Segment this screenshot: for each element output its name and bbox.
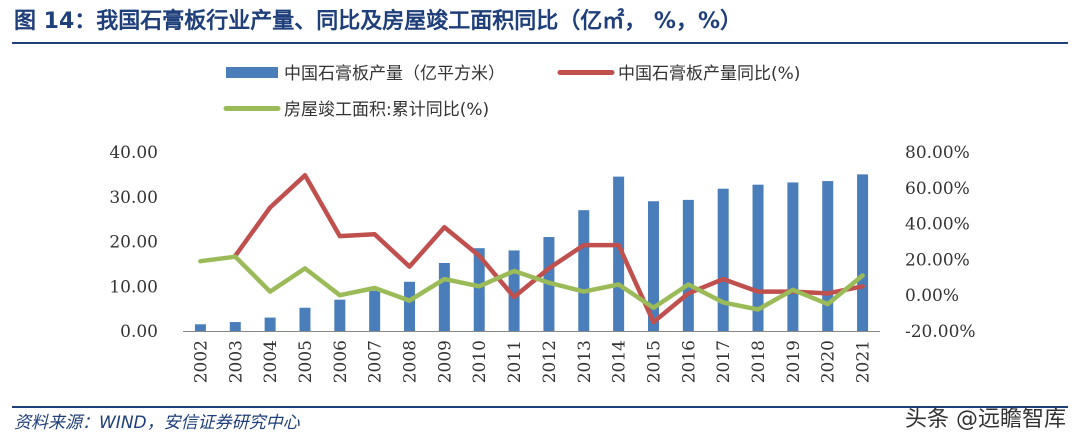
x-tick-label: 2010 [470,340,490,383]
x-tick-label: 2016 [679,340,699,383]
x-tick-label: 2019 [784,340,804,383]
x-axis: 2002 2003 2004 2005 2006 2007 2008 2009 2010 2011… [183,331,880,383]
source-note: 资料来源：WIND，安信证券研究中心 [14,413,300,433]
x-tick-label: 2011 [505,340,525,383]
bar [473,248,485,331]
x-tick-label: 2020 [819,340,839,383]
x-tick-label: 2009 [435,340,455,383]
left-tick-label: 0.00 [120,322,158,342]
bar [613,176,625,331]
right-axis: -20.00% 0.00% 20.00% 40.00% 60.00% 80.00% [905,143,976,342]
x-tick-label: 2002 [191,340,211,383]
x-tick-label: 2021 [854,340,874,383]
bar [369,290,381,331]
bar [647,201,659,331]
x-tick-label: 2006 [331,340,351,383]
page-title: 图 14：我国石膏板行业产量、同比及房屋竣工面积同比（亿㎡， %，%） [14,9,743,34]
right-tick-label: 80.00% [905,143,970,163]
x-tick-label: 2014 [610,340,630,383]
x-tick-label: 2015 [644,340,664,383]
legend-swatch-bar [226,67,278,78]
legend-label-line1: 中国石膏板产量同比(%) [618,63,800,84]
x-tick-label: 2008 [401,340,421,383]
source-divider [12,406,1068,408]
legend: 中国石膏板产量（亿平方米） 中国石膏板产量同比(%) 房屋竣工面积:累计同比(%) [223,63,800,120]
line-series-production-yoy [233,173,865,325]
line-series [198,173,865,325]
x-tick-label: 2007 [366,340,386,383]
x-tick-label: 2003 [226,340,246,383]
legend-label-bar: 中国石膏板产量（亿平方米） [284,63,505,84]
bar [404,281,416,331]
x-tick-label: 2012 [540,340,560,383]
right-tick-label: 20.00% [905,250,970,270]
right-tick-label: 40.00% [905,215,970,235]
right-tick-label: -20.00% [905,322,976,342]
bar [578,210,590,331]
bar [857,174,869,331]
left-tick-label: 40.00 [109,143,158,163]
bar [334,299,346,331]
bar-series [194,174,869,331]
bar [229,322,241,331]
right-tick-label: 0.00% [905,286,959,306]
x-tick-label: 2013 [575,340,595,383]
line-series-completion-yoy [198,254,865,312]
bar [787,182,799,331]
right-tick-label: 60.00% [905,179,970,199]
bar [717,188,729,331]
x-tick-label: 2017 [714,340,734,383]
bar [264,317,276,331]
left-axis: 0.00 10.00 20.00 30.00 40.00 [109,143,158,342]
legend-label-line2: 房屋竣工面积:累计同比(%) [284,100,489,120]
bar [682,199,694,331]
bar [438,262,450,331]
bar [299,307,311,331]
bar [752,184,764,331]
x-tick-label: 2018 [749,340,769,383]
title-divider [12,42,1068,44]
bar [194,324,206,331]
left-tick-label: 30.00 [109,188,158,208]
watermark: 头条 @远瞻智库 [905,407,1066,432]
bar [508,250,520,331]
x-tick-label: 2005 [296,340,316,383]
left-tick-label: 20.00 [109,233,158,253]
left-tick-label: 10.00 [109,277,158,297]
bar [822,181,834,331]
x-tick-label: 2004 [261,340,281,383]
